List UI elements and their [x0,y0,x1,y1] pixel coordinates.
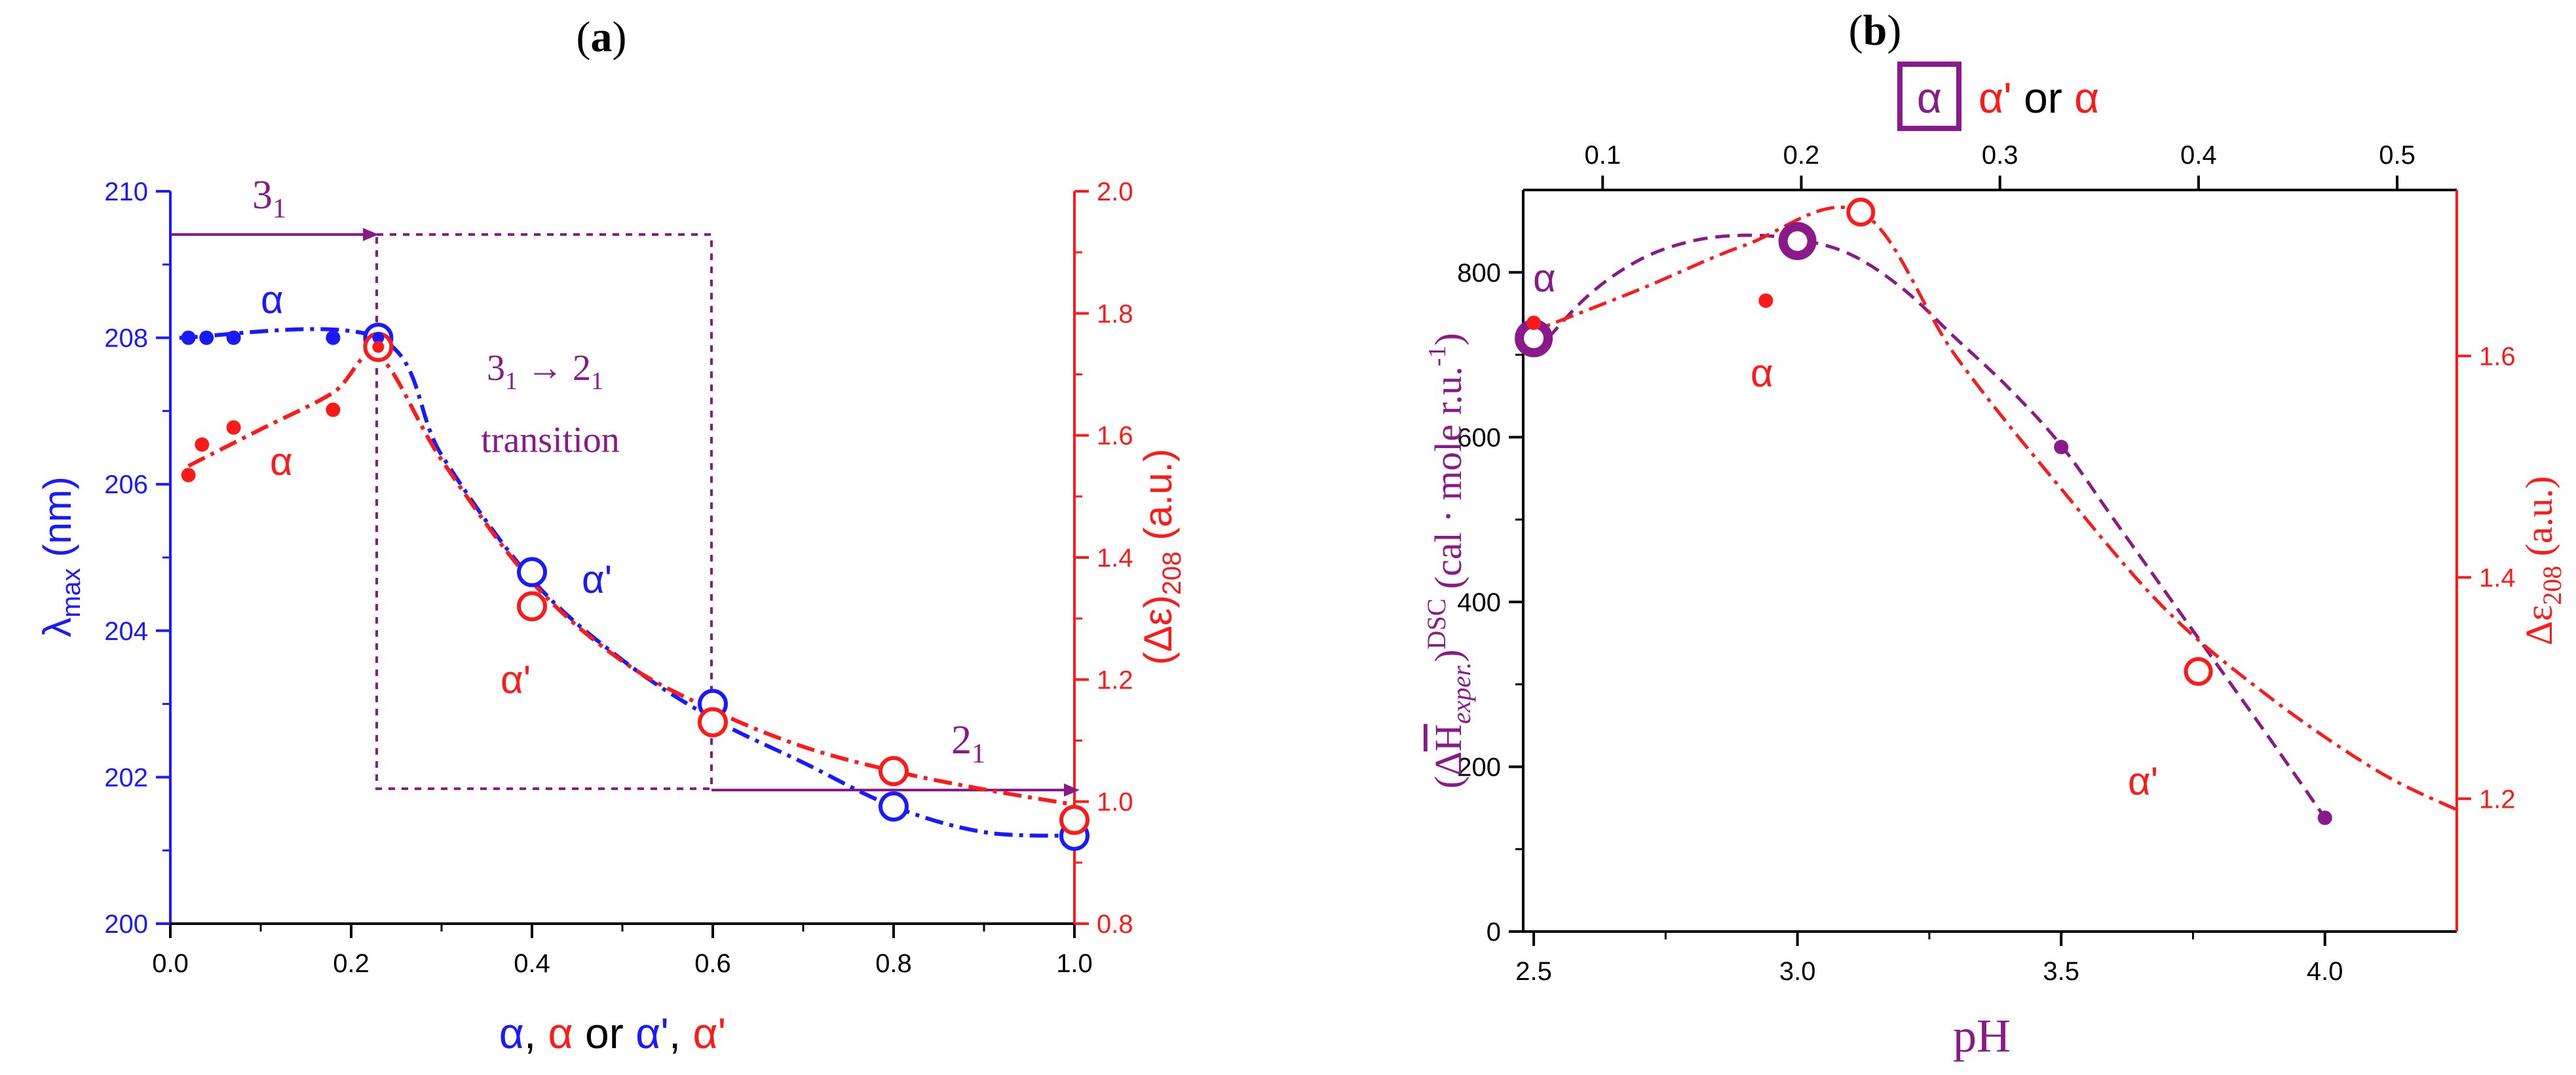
b-ticks: 2.5 3.0 3.5 4.0 0.1 0.2 0.3 0.4 0.5 0 200 400 600 800… [1457,141,2515,986]
a-y-left-tick-label: 206 [104,470,148,499]
transition-label: 31 → 21 [487,348,603,395]
a-y-right-tick-label: 1.6 [1097,422,1133,451]
b-y-left-tick-label: 600 [1457,423,1501,452]
b-y-left-title: (ΔHexper.)DSC (cal · mole r.u.-1) [1422,333,1476,788]
a-point-circle-red [517,591,547,622]
transition-word: transition [481,420,620,461]
b-y-right-tick-label: 1.4 [2479,563,2516,592]
panel-b: (b) 2.5 3.0 3.5 4.0 0.1 0.2 0.3 0.4 0.5 0 200 400 60… [1422,7,2567,1062]
b-x-tick-label: 3.0 [1779,957,1816,986]
b-y-left-tick-label: 200 [1457,753,1501,782]
b-x-tick-label: 4.0 [2307,957,2343,986]
b-top-tick-label: 0.3 [1982,141,2018,170]
b-point-dot-red [1758,293,1773,308]
a-ticks: 0.0 0.2 0.4 0.6 0.8 1.02002022042062082100.81… [104,178,1133,978]
a-point-circle-red [1059,804,1089,835]
panel-b-title: (b) [1849,7,1902,54]
a-x-tick-label: 0.4 [514,949,550,978]
b-y-right-tick-label: 1.2 [2479,785,2516,814]
a-y-right-tick-label: 1.0 [1097,788,1133,817]
b-top-title: α [1917,73,1942,122]
a-point-dot-blue [326,330,341,345]
a-point-dot-blue [226,330,241,345]
panel-a-title: (a) [577,13,627,61]
b-plot [1515,197,2458,825]
a-y-left-tick-label: 200 [104,910,148,939]
a-plot [179,322,1089,851]
a-alpha-red: α [270,440,293,483]
b-point-dot-red [1526,315,1542,330]
b-x-tick-label: 3.5 [2043,957,2079,986]
a-x-tick-label: 0.6 [694,949,731,978]
a-y-right-tick-label: 2.0 [1097,178,1133,206]
a-point-dot-red [195,437,210,452]
b-alpha-prime-red: α' [2128,759,2158,803]
a-x-tick-label: 0.0 [152,949,189,978]
a-junction-dot-red [372,341,385,353]
b-point-dot-purple [2317,810,2332,825]
a-point-dot-red [326,402,341,417]
b-y-left-tick-label: 800 [1457,259,1501,288]
a-point-circle-blue [517,557,547,588]
a-x-title: α, α or α', α' [499,1009,727,1057]
b-alpha-red: α [1751,351,1773,395]
a-fit-line-red [187,352,1075,807]
a-x-tick-label: 0.8 [875,949,912,978]
a-point-dot-red [181,468,196,483]
b-top-tick-label: 0.1 [1584,141,1621,170]
a-junction-dot-blue [372,331,385,344]
state-31-label: 31 [252,173,286,224]
a-y-right-title: (Δε)208 (a.u.) [1136,449,1186,665]
a-point-circle-red [698,707,728,738]
a-y-left-tick-label: 208 [104,324,148,353]
a-point-dot-red [226,420,241,435]
b-top-title-box [1897,62,1961,131]
a-point-dot-blue [181,330,196,345]
a-alpha-prime-red: α' [501,658,531,702]
b-point-circle-red [2184,656,2213,686]
b-point-dot-purple [2054,440,2069,455]
a-point-circle-red [879,756,909,787]
a-y-right-tick-label: 1.4 [1097,544,1133,573]
state-21-arrowhead [1064,783,1080,797]
b-point-bigcircle-purple [1778,221,1817,260]
a-x-tick-label: 0.2 [333,949,369,978]
a-point-circle-blue [879,791,909,822]
panel-a: (a) 0.0 0.2 0.4 0.6 0.8 1.0200202204206208210… [35,13,1186,1057]
a-y-right-tick-label: 1.2 [1097,666,1133,694]
state-21-label: 21 [951,718,985,769]
state-31-arrowhead [363,228,379,241]
b-alpha-purple: α [1533,256,1556,300]
b-top-tick-label: 0.4 [2180,141,2217,170]
a-x-tick-label: 1.0 [1056,949,1093,978]
b-top-tick-label: 0.5 [2379,141,2415,170]
a-alpha-blue: α [261,278,284,322]
a-y-left-tick-label: 202 [104,763,148,792]
b-fit-line-red [1523,205,2458,812]
b-y-right-title: Δε208 (a.u.) [2518,476,2567,646]
a-y-left-tick-label: 210 [104,178,148,206]
b-x-title: pH [1953,1009,2011,1062]
b-x-tick-label: 2.5 [1515,957,1552,986]
a-y-left-title: λmax (nm) [35,476,86,637]
b-y-left-tick-label: 400 [1457,588,1501,617]
b-top-tick-label: 0.2 [1783,141,1820,170]
b-top-title-rest: α' or α [1979,73,2099,122]
b-y-right-tick-label: 1.6 [2479,342,2516,371]
a-y-right-tick-label: 0.8 [1097,910,1133,939]
a-point-dot-blue [199,330,214,345]
a-y-right-tick-label: 1.8 [1097,299,1133,328]
a-y-left-tick-label: 204 [104,617,148,646]
b-y-left-tick-label: 0 [1487,918,1501,947]
b-point-circle-red [1846,197,1876,227]
a-alpha-prime-blue: α' [582,557,612,601]
